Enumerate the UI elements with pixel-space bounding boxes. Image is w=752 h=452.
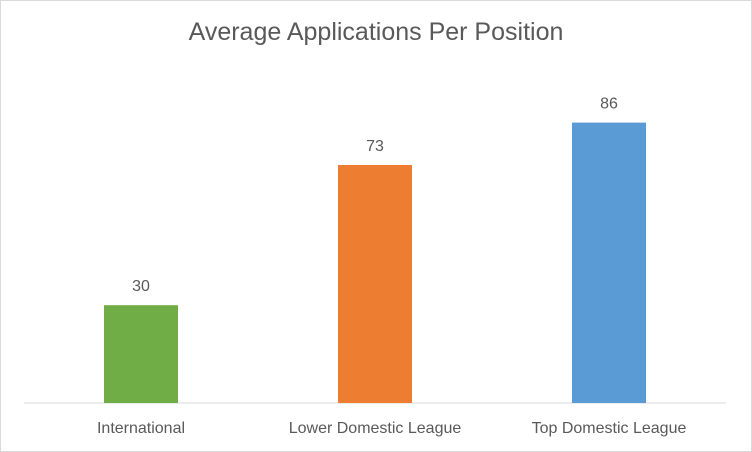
x-tick-label-1: Lower Domestic League xyxy=(289,420,462,437)
tick-labels-group: International Lower Domestic League Top Do… xyxy=(97,420,687,437)
bar-1 xyxy=(338,165,412,403)
data-labels-group: 30 73 86 xyxy=(132,96,618,296)
x-tick-label-0: International xyxy=(97,420,185,437)
data-label-2: 86 xyxy=(600,96,618,113)
x-tick-label-2: Top Domestic League xyxy=(532,420,687,437)
chart-title: Average Applications Per Position xyxy=(188,18,564,46)
bar-0 xyxy=(104,305,178,403)
bars-group xyxy=(104,122,646,403)
data-label-0: 30 xyxy=(132,278,150,295)
bar-2 xyxy=(572,122,646,403)
data-label-1: 73 xyxy=(366,138,384,155)
